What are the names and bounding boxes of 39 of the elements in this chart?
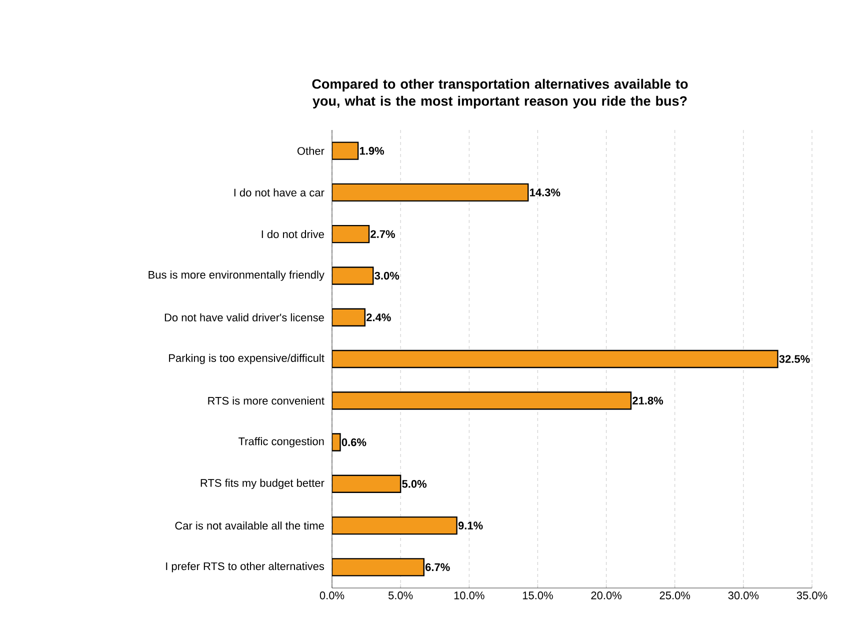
bar (332, 516, 458, 535)
y-tick-label: Other (297, 146, 324, 155)
y-tick-label: Traffic congestion (238, 437, 324, 448)
bar (332, 350, 778, 368)
x-tick-label: 10.0% (454, 592, 484, 600)
y-tick-label: Bus is more environmentally friendly (148, 270, 324, 281)
y-tick-label: RTS is more convenient (208, 396, 324, 405)
y-tick-label: Do not have valid driver's license (164, 313, 324, 322)
x-tick-label: 35.0% (796, 592, 828, 600)
data-label: 0.6% (342, 438, 366, 446)
data-label: 5.0% (402, 480, 427, 488)
data-label: 6.7% (425, 563, 450, 572)
x-tick-label: 20.0% (591, 592, 622, 600)
x-tick-label: 25.0% (660, 592, 690, 600)
bar (332, 183, 529, 202)
data-label: 2.4% (366, 313, 391, 322)
x-tick-label: 5.0% (388, 592, 413, 600)
bar (332, 308, 366, 326)
bar (332, 474, 402, 493)
bar (332, 224, 370, 244)
y-tick-label: RTS fits my budget better (200, 478, 324, 490)
y-tick-label: Car is not available all the time (175, 522, 324, 530)
bar (332, 392, 632, 410)
data-label: 3.0% (374, 272, 400, 280)
x-tick-label: 0.0% (320, 592, 344, 600)
data-label: 9.1% (458, 522, 483, 530)
y-tick-label: Parking is too expensive/difficult (169, 354, 324, 364)
data-label: 21.8% (632, 396, 664, 405)
data-label: 1.9% (360, 146, 384, 155)
data-label: 14.3% (530, 188, 560, 196)
x-tick-label: 30.0% (728, 592, 759, 600)
x-tick-label: 15.0% (522, 592, 553, 600)
bar (332, 558, 424, 576)
y-tick-label: I do not drive (262, 230, 324, 238)
y-tick-label: I do not have a car (234, 188, 324, 196)
chart-title: Compared to other transportation alternatives available to you, what is the most important reason you ride the bus? (312, 78, 688, 108)
data-label: 32.5% (779, 355, 810, 363)
data-label: 2.7% (370, 230, 396, 238)
y-tick-label: I prefer RTS to other alternatives (166, 562, 324, 572)
